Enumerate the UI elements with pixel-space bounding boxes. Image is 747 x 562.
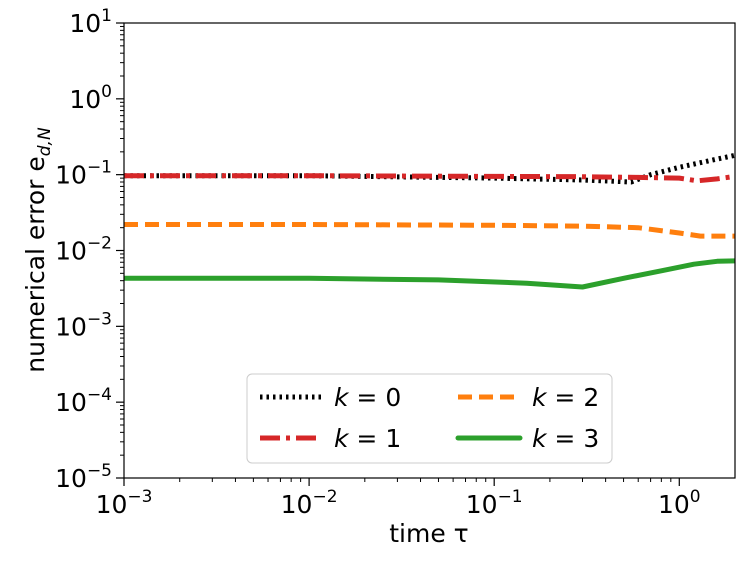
legend-label-k0: k = 0 [334, 383, 401, 412]
legend-box [246, 373, 613, 464]
y-axis-label-subscript: d,N [35, 127, 55, 156]
legend-label-k3: k = 3 [532, 424, 599, 453]
series-line-k3 [124, 258, 735, 290]
series-line-k0 [124, 152, 735, 185]
x-axis-label: time τ [389, 519, 468, 548]
series-line-k2 [124, 222, 735, 239]
svg-text:numerical error ed,N: numerical error ed,N [21, 127, 55, 373]
y-axis-label-main: numerical error e [21, 156, 50, 372]
x-tick-label: 10−1 [466, 487, 523, 519]
y-tick-label: 10−2 [55, 234, 112, 266]
series-line-k1 [124, 173, 735, 184]
x-tick-label: 100 [658, 487, 701, 519]
legend: k = 0 k = 1 k = 2 k = 3 [246, 373, 613, 464]
y-tick-label: 10−4 [55, 385, 112, 417]
y-tick-label: 10−3 [55, 309, 112, 341]
y-tick-label: 100 [69, 82, 112, 114]
legend-label-k2: k = 2 [532, 383, 599, 412]
series-layer [124, 152, 735, 290]
y-axis-label: numerical error ed,N [21, 127, 55, 373]
legend-label-k1: k = 1 [334, 424, 401, 453]
x-tick-label: 10−3 [96, 487, 153, 519]
y-tick-label: 10−5 [55, 461, 112, 493]
x-tick-label: 10−2 [281, 487, 338, 519]
ticks-layer: 10−3 10−2 10−1 100 10−5 10−4 10−3 10−2 10−1 100 10… [55, 6, 700, 519]
y-tick-label: 10−1 [55, 158, 112, 190]
y-tick-label: 101 [69, 6, 112, 38]
